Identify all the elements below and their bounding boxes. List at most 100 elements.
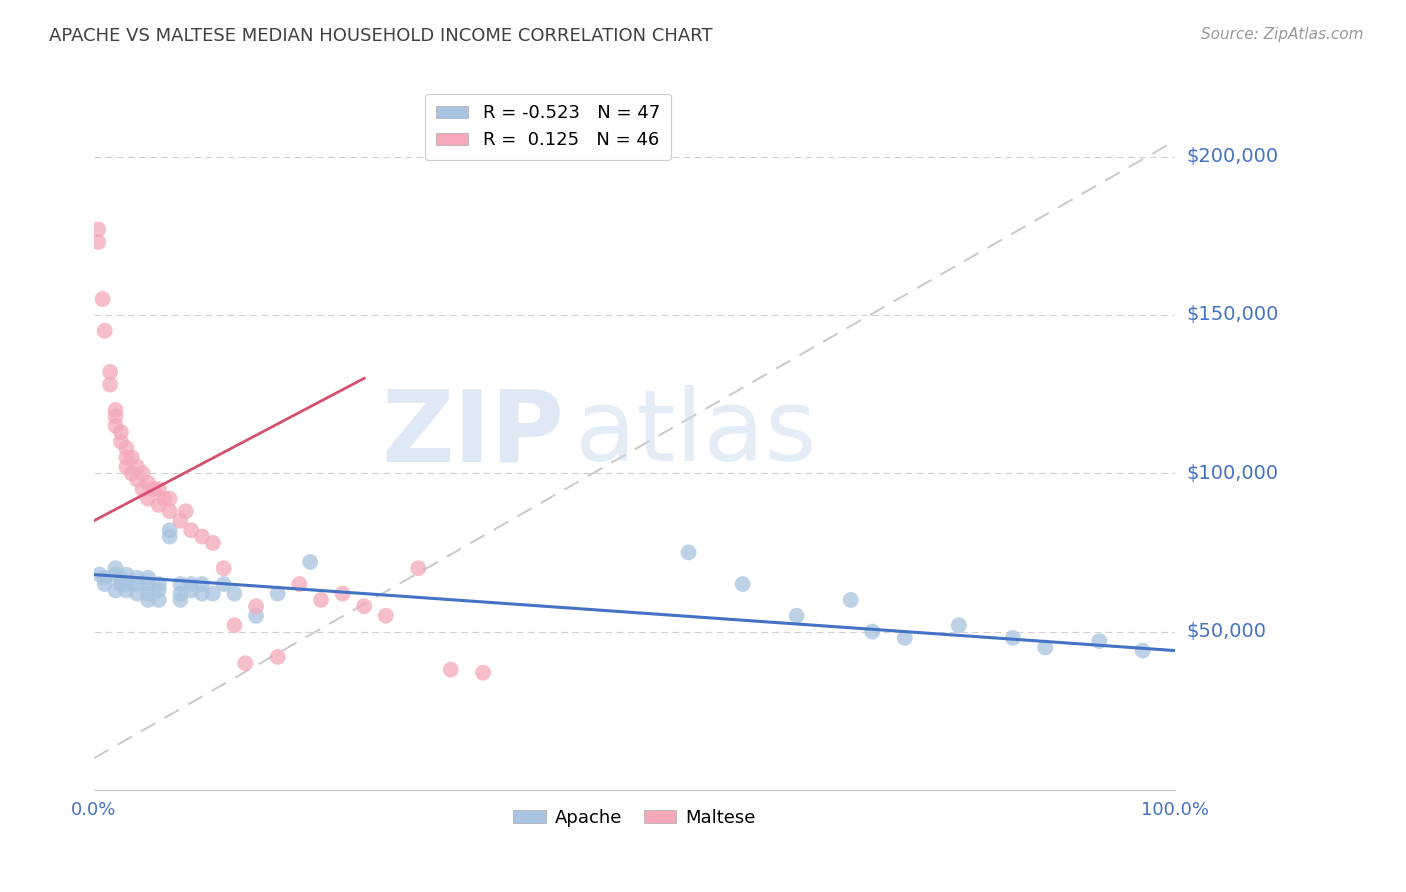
Point [115,459,138,474]
Point [169,593,191,607]
Text: $100,000: $100,000 [1187,464,1278,483]
Point [159,523,181,537]
Point [148,583,170,598]
Point [191,577,214,591]
Point [224,618,246,632]
Point [89,567,111,582]
Point [127,473,149,487]
Point [169,577,191,591]
Point [169,586,191,600]
Legend: Apache, Maltese: Apache, Maltese [506,802,763,834]
Point [148,498,170,512]
Point [201,536,224,550]
Point [1088,634,1111,648]
Point [169,514,191,528]
Point [948,618,970,632]
Point [731,577,754,591]
Point [245,599,267,614]
Point [110,577,132,591]
Point [353,599,375,614]
Text: APACHE VS MALTESE MEDIAN HOUSEHOLD INCOME CORRELATION CHART: APACHE VS MALTESE MEDIAN HOUSEHOLD INCOM… [49,27,713,45]
Point [148,577,170,591]
Point [472,665,495,680]
Point [110,425,132,439]
Point [91,292,114,306]
Point [131,482,153,496]
Point [786,608,808,623]
Point [180,523,202,537]
Text: $50,000: $50,000 [1187,622,1267,641]
Point [148,482,170,496]
Point [136,491,159,506]
Point [406,561,429,575]
Point [121,467,143,481]
Point [93,571,115,585]
Point [127,577,149,591]
Point [678,545,700,559]
Point [142,482,165,496]
Point [136,593,159,607]
Text: ZIP: ZIP [381,385,564,483]
Point [104,418,127,433]
Point [104,403,127,417]
Point [893,631,915,645]
Point [115,583,138,598]
Point [299,555,322,569]
Point [93,324,115,338]
Point [110,571,132,585]
Point [115,567,138,582]
Point [191,530,214,544]
Point [104,409,127,424]
Point [136,577,159,591]
Point [115,441,138,455]
Point [839,593,862,607]
Point [115,450,138,465]
Point [110,434,132,449]
Point [136,586,159,600]
Point [127,459,149,474]
Point [233,657,256,671]
Text: Source: ZipAtlas.com: Source: ZipAtlas.com [1201,27,1364,42]
Point [288,577,311,591]
Point [1132,643,1154,657]
Point [860,624,883,639]
Point [332,586,354,600]
Point [180,583,202,598]
Point [104,567,127,582]
Point [309,593,332,607]
Point [98,377,121,392]
Point [131,467,153,481]
Text: atlas: atlas [575,385,817,483]
Point [159,530,181,544]
Point [440,663,463,677]
Point [93,577,115,591]
Point [115,577,138,591]
Point [159,491,181,506]
Point [267,586,290,600]
Point [191,586,214,600]
Text: $200,000: $200,000 [1187,147,1278,166]
Point [1033,640,1056,655]
Point [174,504,197,518]
Point [127,571,149,585]
Point [153,491,176,506]
Point [180,577,202,591]
Point [1001,631,1024,645]
Text: $150,000: $150,000 [1187,305,1278,325]
Point [104,583,127,598]
Point [245,608,267,623]
Point [136,475,159,490]
Point [87,235,110,249]
Point [212,561,235,575]
Point [104,561,127,575]
Point [87,222,110,236]
Point [201,586,224,600]
Point [136,571,159,585]
Point [127,586,149,600]
Point [159,504,181,518]
Point [267,649,290,664]
Point [148,593,170,607]
Point [224,586,246,600]
Point [121,450,143,465]
Point [374,608,396,623]
